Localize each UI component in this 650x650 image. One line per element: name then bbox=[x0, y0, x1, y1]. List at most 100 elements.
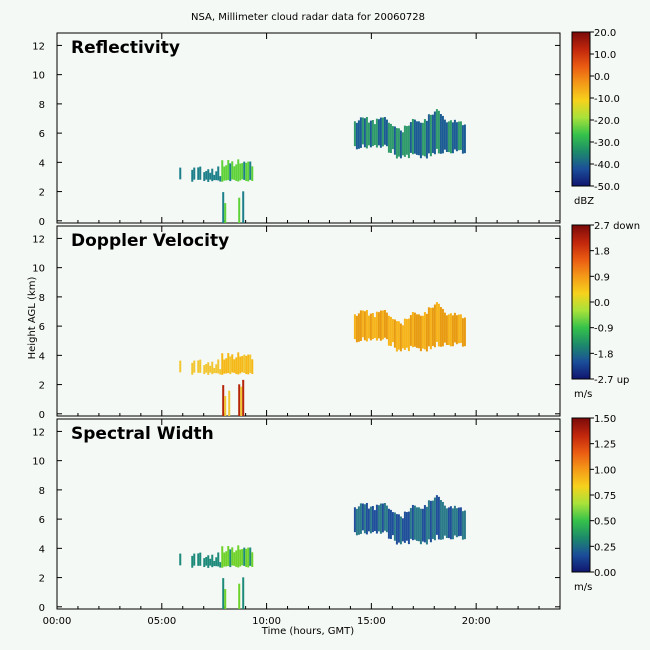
echo-low-cloud bbox=[239, 356, 242, 374]
echo-upper-cloud bbox=[457, 507, 460, 537]
echo-low-cloud bbox=[209, 172, 212, 180]
echo-upper-cloud bbox=[395, 128, 398, 159]
echo-low-cloud bbox=[215, 557, 218, 567]
echo-upper-cloud bbox=[437, 110, 440, 154]
echo-low-cloud bbox=[237, 159, 240, 182]
echo-upper-cloud bbox=[427, 307, 430, 347]
y-tick-label: 10 bbox=[32, 71, 45, 82]
echo-upper-cloud bbox=[425, 313, 428, 352]
echo-upper-cloud bbox=[393, 512, 396, 541]
echo-upper-cloud bbox=[421, 122, 424, 156]
echo-upper-cloud bbox=[359, 117, 362, 148]
echo-upper-cloud bbox=[409, 508, 412, 539]
echo-upper-cloud bbox=[435, 109, 438, 149]
echo-upper-cloud bbox=[457, 314, 460, 344]
echo-upper-cloud bbox=[439, 500, 442, 540]
echo-upper-cloud bbox=[429, 114, 432, 157]
echo-low-cloud bbox=[235, 164, 238, 181]
echo-upper-cloud bbox=[443, 312, 446, 343]
x-tick-label: 20:00 bbox=[462, 616, 491, 627]
colorbar bbox=[571, 224, 591, 380]
echo-low-cloud bbox=[205, 170, 208, 180]
echo-precip bbox=[224, 396, 227, 416]
echo-upper-cloud bbox=[431, 114, 434, 153]
echo-upper-cloud bbox=[369, 120, 372, 148]
echo-upper-cloud bbox=[385, 312, 388, 340]
echo-upper-cloud bbox=[381, 310, 384, 340]
echo-upper-cloud bbox=[445, 508, 448, 538]
echo-upper-cloud bbox=[395, 321, 398, 352]
echo-upper-cloud bbox=[409, 315, 412, 346]
echo-upper-cloud bbox=[419, 122, 422, 159]
echo-upper-cloud bbox=[463, 510, 466, 540]
echo-low-cloud bbox=[205, 556, 208, 566]
echo-upper-cloud bbox=[447, 314, 450, 346]
echo-upper-cloud bbox=[397, 514, 400, 543]
echo-upper-cloud bbox=[405, 512, 408, 541]
echo-upper-cloud bbox=[367, 315, 370, 339]
x-tick-label: 00:00 bbox=[43, 616, 72, 627]
echo-upper-cloud bbox=[383, 310, 386, 338]
echo-upper-cloud bbox=[353, 121, 356, 147]
echo-upper-cloud bbox=[369, 506, 372, 534]
echo-low-cloud bbox=[225, 358, 228, 374]
echo-upper-cloud bbox=[415, 507, 418, 541]
echo-group bbox=[179, 495, 466, 609]
echo-low-cloud bbox=[237, 545, 240, 568]
echo-low-cloud bbox=[179, 360, 182, 373]
echo-low-cloud bbox=[203, 365, 206, 375]
echo-upper-cloud bbox=[411, 118, 414, 155]
colorbar-tick-label: -1.8 bbox=[594, 349, 614, 360]
colorbar-tick-label: -2.7 up bbox=[594, 375, 629, 386]
y-tick-label: 2 bbox=[39, 381, 45, 392]
echo-low-cloud bbox=[179, 553, 182, 566]
echo-upper-cloud bbox=[407, 125, 410, 159]
y-tick-label: 4 bbox=[39, 544, 45, 555]
echo-upper-cloud bbox=[423, 505, 426, 543]
echo-upper-cloud bbox=[455, 508, 458, 538]
echo-low-cloud bbox=[239, 163, 242, 181]
y-tick-label: 2 bbox=[39, 188, 45, 199]
echo-upper-cloud bbox=[355, 122, 358, 150]
echo-upper-cloud bbox=[361, 310, 364, 338]
echo-upper-cloud bbox=[405, 126, 408, 155]
y-tick-label: 8 bbox=[39, 100, 45, 111]
echo-low-cloud bbox=[241, 549, 244, 566]
echo-upper-cloud bbox=[371, 313, 374, 340]
echo-low-cloud bbox=[223, 359, 226, 374]
echo-precip bbox=[238, 197, 241, 223]
echo-upper-cloud bbox=[417, 314, 420, 349]
echo-upper-cloud bbox=[377, 505, 380, 532]
echo-precip bbox=[238, 583, 241, 609]
echo-precip bbox=[222, 192, 225, 223]
echo-low-cloud bbox=[211, 554, 214, 568]
echo-low-cloud bbox=[215, 171, 218, 181]
echo-upper-cloud bbox=[423, 119, 426, 157]
colorbar bbox=[571, 417, 591, 573]
echo-upper-cloud bbox=[393, 319, 396, 348]
plot-frame bbox=[56, 225, 561, 417]
echo-upper-cloud bbox=[373, 510, 376, 532]
echo-low-cloud bbox=[251, 552, 254, 568]
echo-low-cloud bbox=[241, 356, 244, 373]
echo-upper-cloud bbox=[453, 312, 456, 343]
echo-precip bbox=[222, 578, 225, 609]
echo-upper-cloud bbox=[459, 314, 462, 343]
colorbar-tick-label: -30.0 bbox=[594, 138, 620, 149]
echo-upper-cloud bbox=[373, 124, 376, 146]
echo-low-cloud bbox=[197, 360, 200, 373]
echo-low-cloud bbox=[213, 560, 216, 567]
echo-low-cloud bbox=[193, 553, 196, 566]
echo-upper-cloud bbox=[447, 507, 450, 539]
echo-upper-cloud bbox=[445, 315, 448, 345]
panel-doppler-velocity: 0 2 4 6 8 10 12 Doppler Velocity 2.7 down 1.8 0.9 0… bbox=[32, 221, 640, 421]
y-tick-label: 2 bbox=[39, 574, 45, 585]
echo-upper-cloud bbox=[353, 314, 356, 340]
echo-low-cloud bbox=[213, 367, 216, 374]
echo-upper-cloud bbox=[393, 126, 396, 155]
colorbar-tick-label: 0.9 bbox=[594, 272, 610, 283]
echo-upper-cloud bbox=[383, 503, 386, 531]
echo-low-cloud bbox=[219, 562, 222, 568]
plot-frame bbox=[56, 32, 561, 224]
